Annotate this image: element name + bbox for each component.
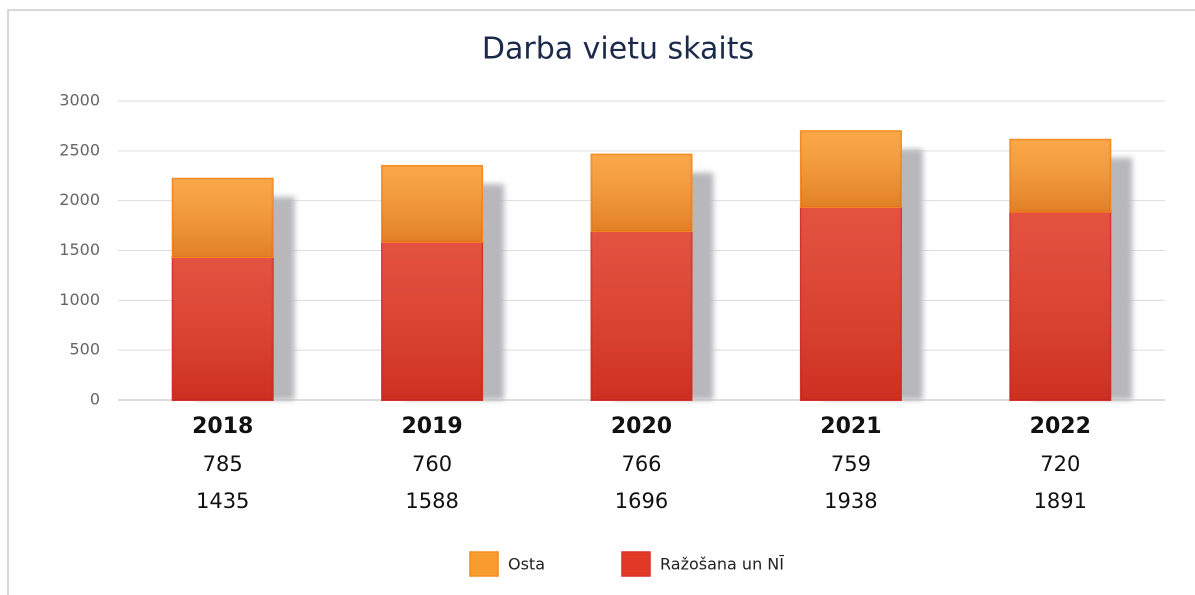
value-label: 1938 — [824, 489, 877, 513]
legend-swatch — [469, 551, 499, 577]
value-label: 785 — [203, 452, 243, 476]
value-label: 1435 — [196, 489, 249, 513]
legend-swatch — [621, 551, 651, 577]
frame — [7, 9, 1195, 595]
bar-shade — [591, 230, 692, 400]
bar-shade — [591, 154, 692, 231]
value-label: 760 — [412, 452, 452, 476]
x-tick-label: 2021 — [820, 414, 881, 439]
bar-shade — [172, 178, 273, 257]
y-tick-label: 500 — [69, 340, 100, 359]
bar-shade — [382, 241, 483, 400]
x-tick-label: 2018 — [192, 414, 253, 439]
bar-shade — [800, 131, 901, 207]
value-label: 766 — [621, 452, 661, 476]
chart-title: Darba vietu skaits — [482, 32, 754, 67]
y-tick-label: 2000 — [59, 190, 100, 209]
value-label: 1696 — [615, 489, 668, 513]
y-tick-label: 2500 — [59, 140, 100, 159]
value-label: 759 — [831, 452, 871, 476]
value-label: 1588 — [405, 489, 458, 513]
y-tick-label: 1000 — [59, 290, 100, 309]
x-tick-label: 2020 — [611, 414, 672, 439]
bar-shade — [800, 206, 901, 400]
bar-shade — [172, 256, 273, 400]
legend-label: Osta — [508, 555, 545, 574]
x-tick-label: 2022 — [1030, 414, 1091, 439]
y-tick-label: 3000 — [59, 91, 100, 110]
legend-label: Ražošana un NĪ — [660, 555, 784, 574]
y-tick-label: 0 — [90, 390, 100, 409]
bar-shade — [1010, 139, 1111, 212]
y-tick-label: 1500 — [59, 240, 100, 259]
x-tick-label: 2019 — [401, 414, 462, 439]
value-label: 720 — [1040, 452, 1080, 476]
value-label: 1891 — [1034, 489, 1087, 513]
bar-shade — [382, 165, 483, 242]
bar-shade — [1010, 211, 1111, 400]
